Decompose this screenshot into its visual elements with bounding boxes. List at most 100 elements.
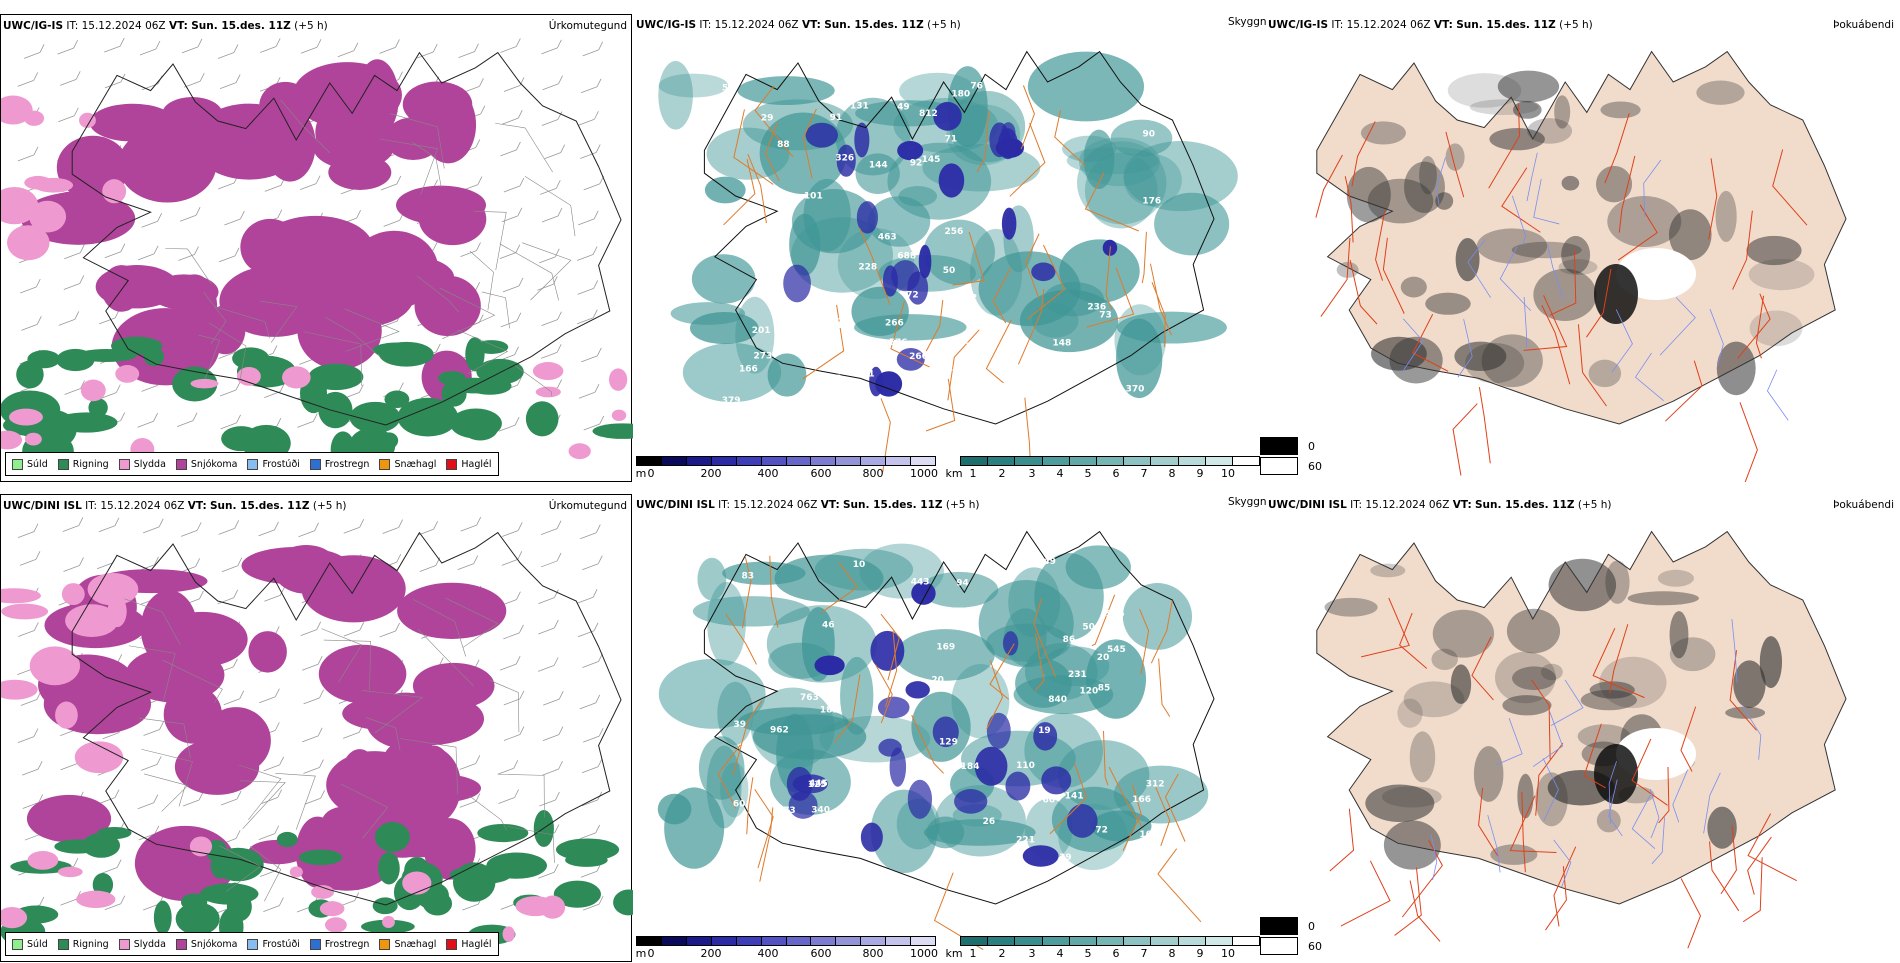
visibility-value-label: 85: [1098, 683, 1111, 693]
road-network: [717, 555, 1202, 950]
panel-header: UWC/DINI ISL IT: 15.12.2024 06Z VT: Sun.…: [1268, 499, 1612, 511]
legend-item-rigning: Rigning: [57, 938, 109, 950]
visibility-value-label: 180: [951, 89, 970, 99]
value-labels: 60 393 962 427 500 26 123 20 763 612 545 445 840 189 1…: [716, 557, 1165, 881]
coastline: [703, 50, 1215, 425]
rivers: [1430, 619, 1762, 888]
visibility-value-label: 545: [1107, 645, 1126, 655]
visibility-value-label: 166: [1132, 795, 1151, 805]
cbar-tick: 1000: [910, 467, 938, 480]
precip-legend: Súld Rigning Slydda Snjókoma Frostúði Fr…: [5, 932, 499, 956]
visibility-value-label: 46: [822, 621, 835, 631]
visibility-value-label: 443: [911, 578, 930, 588]
swatch: [379, 938, 391, 950]
visibility-value-label: 158: [716, 862, 735, 872]
panel-header: UWC/DINI ISL IT: 15.12.2024 06Z VT: Sun.…: [636, 499, 980, 511]
legend-item-frostregn: Frostregn: [309, 458, 369, 470]
panel-header: UWC/IG-IS IT: 15.12.2024 06Z VT: Sun. 15…: [636, 19, 961, 31]
visibility-value-label: 463: [878, 233, 897, 243]
cbar-tick: 600: [810, 467, 832, 480]
visibility-value-label: 92: [910, 159, 923, 169]
low-visibility-areas: [658, 51, 1238, 403]
visibility-value-label: 86: [1063, 635, 1076, 645]
swatch: [57, 458, 69, 470]
legend-item-frostudi: Frostúði: [247, 938, 300, 950]
visibility-value-label: 201: [752, 326, 771, 336]
visibility-value-label: 141: [966, 342, 985, 352]
legend-item-snaehagl: Snæhagl: [379, 938, 436, 950]
legend-item-snjokoma: Snjókoma: [175, 938, 237, 950]
visibility-value-label: 140: [823, 374, 842, 384]
visibility-value-label: 312: [824, 317, 843, 327]
cbar-tick: 4: [1056, 467, 1064, 480]
cbar-tick: 4: [1056, 947, 1064, 960]
visibility-bar: [960, 936, 1260, 946]
cbar-tick: 7: [1140, 947, 1148, 960]
cbar-tick: 5: [1084, 947, 1092, 960]
fog-key-swatch: [1260, 917, 1298, 935]
fog-indicator-map-2: UWC/DINI ISL IT: 15.12.2024 06Z VT: Sun.…: [1260, 494, 1898, 962]
visibility-value-label: 83: [1029, 393, 1042, 403]
visibility-value-label: 256: [945, 227, 964, 237]
visibility-value-label: 370: [1126, 384, 1145, 394]
visibility-value-label: 71: [945, 134, 958, 144]
visibility-value-label: 79: [753, 252, 766, 262]
visibility-value-label: 103: [837, 321, 856, 331]
visibility-value-label: 19: [1038, 726, 1051, 736]
visibility-value-label: 20: [931, 676, 944, 686]
visibility-value-label: 214: [947, 363, 966, 373]
cloud-base-bar: [636, 456, 936, 466]
precip-type-map-2: UWC/DINI ISL IT: 15.12.2024 06Z VT: Sun.…: [0, 494, 633, 962]
panel-kind-label: Úrkomutegund: [548, 20, 627, 32]
cbar-tick: 2: [998, 467, 1006, 480]
swatch: [57, 938, 69, 950]
visibility-value-label: 60: [733, 799, 746, 809]
visibility-kind-label: Skyggni: [1228, 496, 1270, 508]
visibility-value-label: 688: [897, 251, 916, 261]
visibility-value-label: 273: [754, 352, 773, 362]
swatch: [309, 458, 321, 470]
cbar-tick: 1000: [910, 947, 938, 960]
panel-kind-label: Úrkomutegund: [548, 500, 627, 512]
cloud-base-colorbar: m 0 200 400 600 800 1000: [636, 936, 938, 960]
fog-key: 0 60: [1260, 436, 1322, 476]
visibility-value-label: 612: [975, 859, 994, 869]
visibility-value-label: 231: [1068, 670, 1087, 680]
coastline: [703, 530, 1215, 905]
visibility-value-label: 102: [958, 293, 977, 303]
cbar-tick: 8: [1168, 947, 1176, 960]
visibility-value-label: 427: [964, 858, 983, 868]
visibility-value-label: 66: [1042, 796, 1055, 806]
visibility-value-label: 763: [800, 693, 819, 703]
visibility-value-label: 110: [1016, 761, 1035, 771]
cbar-tick: 7: [1140, 467, 1148, 480]
visibility-value-label: 84: [820, 817, 833, 827]
swatch: [379, 458, 391, 470]
visibility-value-label: 266: [885, 319, 904, 329]
visibility-colorbar: km 1 2 3 4 5 6 7 8 9 10: [945, 456, 1260, 480]
fog-map-svg-1: [1315, 50, 1847, 482]
cbar-tick: 400: [757, 467, 779, 480]
swatch: [175, 938, 187, 950]
visibility-map-2: 60 393 962 427 500 26 123 20 763 612 545 445 840 189 1…: [634, 494, 1266, 962]
cbar-tick: 600: [810, 947, 832, 960]
fog-indicator-map-1: UWC/IG-IS IT: 15.12.2024 06Z VT: Sun. 15…: [1260, 14, 1898, 482]
cloud-base-colorbar: m 0 200 400 600 800 1000: [636, 456, 938, 480]
legend-item-hagel: Haglél: [446, 458, 492, 470]
visibility-value-label: 10: [853, 560, 866, 570]
cbar-tick: 6: [1112, 467, 1120, 480]
swatch: [175, 458, 187, 470]
visibility-value-label: 812: [919, 109, 938, 119]
legend-item-rigning: Rigning: [57, 458, 109, 470]
visibility-value-label: 91: [830, 113, 843, 123]
panel-kind-label: Þokuábendi: [1833, 499, 1894, 511]
cbar-unit: km: [945, 467, 963, 480]
visibility-value-label: 221: [1016, 836, 1035, 846]
fog-shading: [1324, 558, 1783, 870]
precip-type-map-1: UWC/IG-IS IT: 15.12.2024 06Z VT: Sun. 15…: [0, 14, 633, 482]
visibility-value-label: 72: [1095, 825, 1108, 835]
cbar-unit: km: [945, 947, 963, 960]
visibility-value-label: 506: [1106, 609, 1125, 619]
visibility-bar: [960, 456, 1260, 466]
legend-item-frostregn: Frostregn: [309, 938, 369, 950]
